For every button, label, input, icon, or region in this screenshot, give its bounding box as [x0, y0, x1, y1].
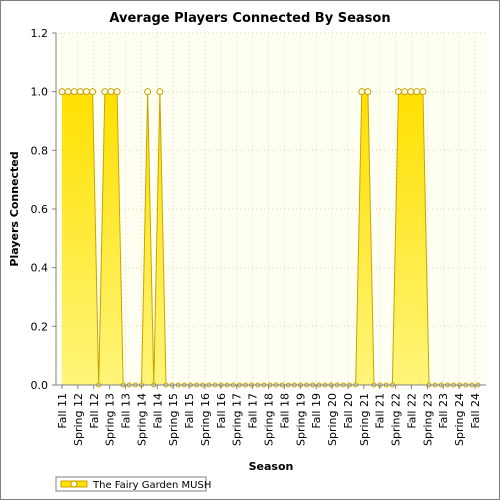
- x-tick-label: Spring 22: [390, 393, 403, 446]
- x-axis-title: Season: [249, 460, 294, 473]
- y-tick-label: 0.6: [31, 203, 49, 216]
- x-tick-label: Spring 19: [294, 393, 307, 446]
- data-point: [401, 88, 409, 96]
- y-tick-label: 1.0: [31, 86, 49, 99]
- x-tick-label: Spring 12: [72, 393, 85, 446]
- legend-label: The Fairy Garden MUSH: [92, 480, 211, 491]
- x-tick-label: Fall 14: [151, 393, 164, 429]
- data-point: [76, 88, 84, 96]
- x-tick-label: Spring 24: [453, 393, 466, 446]
- y-tick-label: 0.2: [31, 320, 49, 333]
- x-tick-label: Spring 18: [263, 393, 276, 446]
- x-tick-label: Fall 17: [247, 393, 260, 429]
- y-tick-label: 0.4: [31, 262, 49, 275]
- data-point: [394, 88, 402, 96]
- x-ticks: Fall 11 Spring 12 Fall 12 Spring 13 Fall 13 S…: [56, 385, 482, 446]
- data-point: [113, 88, 121, 96]
- data-point: [101, 88, 109, 96]
- data-point: [419, 88, 427, 96]
- x-tick-label: Spring 17: [231, 393, 244, 446]
- x-tick-label: Fall 13: [120, 393, 133, 429]
- x-tick-label: Fall 23: [437, 393, 450, 429]
- x-tick-label: Spring 21: [358, 393, 371, 446]
- data-point: [58, 88, 66, 96]
- legend-marker: [70, 480, 78, 488]
- data-point: [358, 88, 366, 96]
- x-tick-label: Fall 19: [310, 393, 323, 429]
- data-point: [64, 88, 72, 96]
- x-tick-label: Fall 15: [183, 393, 196, 429]
- legend-box: [55, 476, 207, 492]
- x-tick-label: Fall 22: [405, 393, 418, 429]
- data-point: [413, 88, 421, 96]
- data-point: [70, 88, 78, 96]
- y-axis-title: Players Connected: [8, 151, 21, 266]
- x-tick-label: Fall 12: [88, 393, 101, 429]
- x-tick-label: Spring 20: [326, 393, 339, 446]
- x-tick-label: Fall 11: [56, 393, 69, 429]
- y-ticks: 0.0 0.2 0.4 0.6 0.8 1.0 1.2: [31, 27, 56, 392]
- x-tick-label: Fall 16: [215, 393, 228, 429]
- data-point: [407, 88, 415, 96]
- y-tick-label: 1.2: [31, 27, 49, 40]
- data-point: [89, 88, 97, 96]
- y-tick-label: 0.0: [31, 379, 49, 392]
- x-tick-label: Spring 13: [104, 393, 117, 446]
- data-point: [156, 88, 164, 96]
- data-point: [144, 88, 152, 96]
- series-area: [62, 91, 478, 386]
- x-tick-label: Spring 14: [135, 393, 148, 446]
- legend: The Fairy Garden MUSH: [55, 476, 211, 492]
- x-tick-label: Spring 23: [421, 393, 434, 446]
- x-tick-label: Fall 21: [374, 393, 387, 429]
- chart-title: Average Players Connected By Season: [109, 11, 390, 26]
- y-tick-label: 0.8: [31, 144, 49, 157]
- data-point: [364, 88, 372, 96]
- x-tick-label: Fall 20: [342, 393, 355, 429]
- data-point: [107, 88, 115, 96]
- x-tick-label: Spring 15: [167, 393, 180, 446]
- x-tick-label: Fall 24: [469, 393, 482, 429]
- data-point: [82, 88, 90, 96]
- x-tick-label: Fall 18: [278, 393, 291, 429]
- x-tick-label: Spring 16: [199, 393, 212, 446]
